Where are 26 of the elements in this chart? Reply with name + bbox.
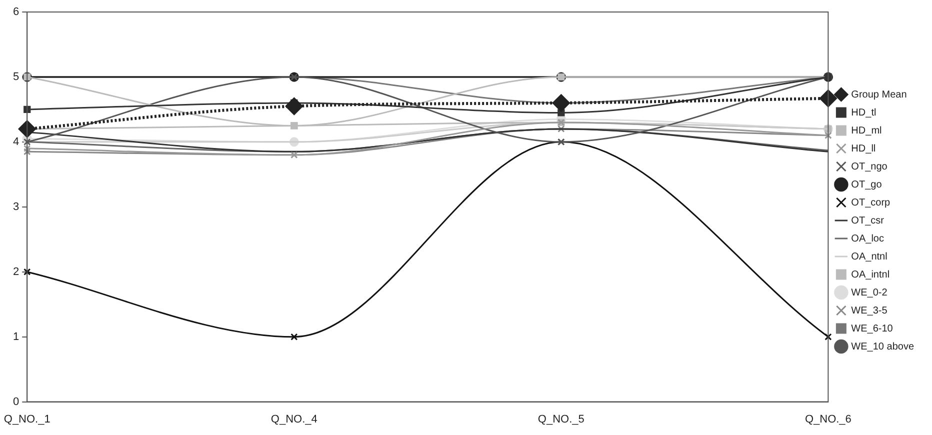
y-tick-label: 1: [12, 330, 20, 343]
legend-label: WE_3-5: [851, 305, 888, 316]
legend-label: WE_10 above: [851, 341, 914, 352]
x-tick-label: Q_NO._1: [4, 413, 50, 426]
legend-label: WE_6-10: [851, 323, 894, 334]
legend-label: OA_ntnl: [851, 251, 888, 262]
legend-label: HD_ll: [851, 143, 876, 154]
legend-label: WE_0-2: [851, 287, 888, 298]
legend-label: Group Mean: [851, 89, 907, 100]
legend-label: HD_ml: [851, 125, 882, 136]
y-tick-label: 4: [12, 136, 20, 148]
legend-label: OT_corp: [851, 197, 891, 208]
y-tick-label: 0: [12, 396, 20, 408]
x-tick-label: Q_NO._6: [804, 413, 852, 426]
y-tick-label: 2: [12, 266, 20, 278]
y-tick-label: 5: [12, 71, 20, 83]
y-tick-label: 6: [12, 6, 20, 18]
legend-label: OA_loc: [851, 233, 884, 244]
y-tick-label: 3: [12, 200, 20, 213]
legend-label: OA_intnl: [851, 269, 890, 280]
legend-label: OT_ngo: [851, 161, 888, 172]
legend-label: HD_tl: [851, 107, 876, 118]
legend-label: OT_go: [851, 179, 882, 190]
x-tick-label: Q_NO._4: [270, 413, 318, 426]
legend-label: OT_csr: [851, 215, 885, 226]
x-tick-label: Q_NO._5: [538, 413, 584, 426]
